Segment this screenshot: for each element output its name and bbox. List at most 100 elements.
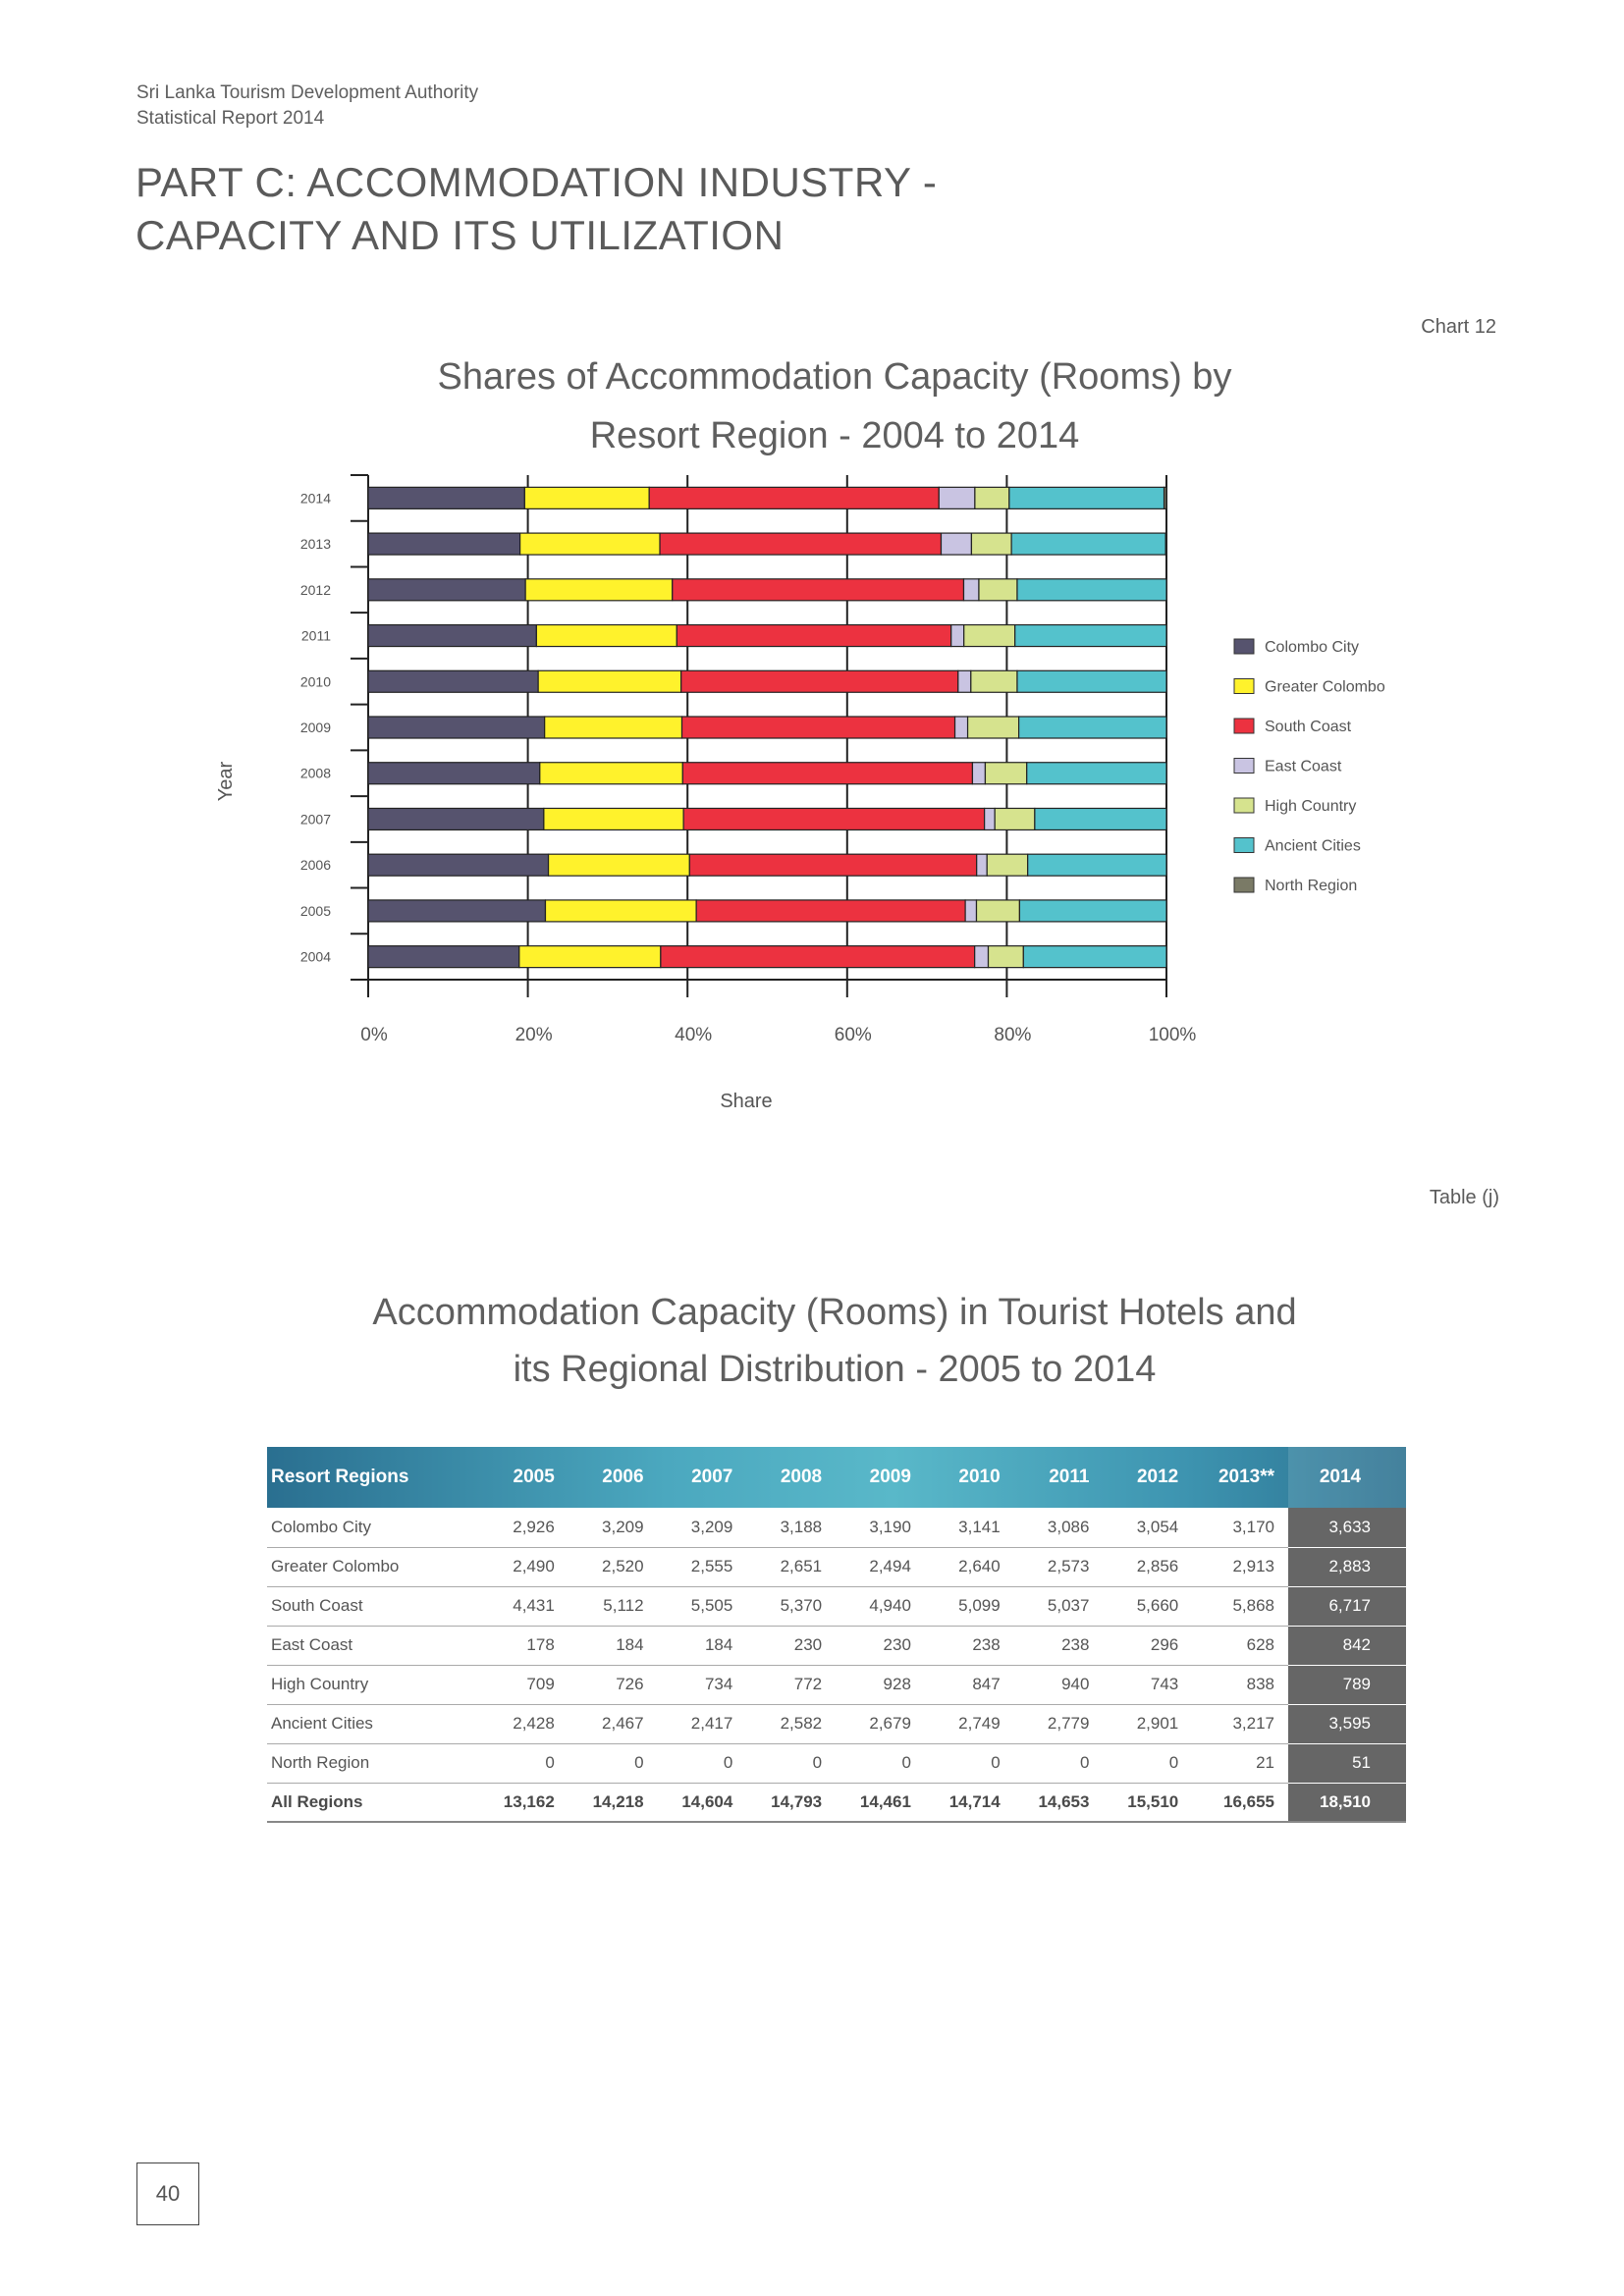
value-cell: 18,510 — [1288, 1783, 1406, 1823]
y-tick-label: 2009 — [300, 720, 331, 735]
value-cell: 296 — [1103, 1626, 1193, 1666]
y-tick-label: 2008 — [300, 766, 331, 781]
row-label-cell: Greater Colombo — [267, 1547, 479, 1587]
y-tick-label: 2007 — [300, 811, 331, 827]
bar-east-coast — [938, 486, 976, 509]
legend-swatch — [1233, 758, 1255, 774]
value-cell: 3,141 — [924, 1508, 1014, 1548]
value-cell: 14,793 — [746, 1783, 837, 1823]
bar-high-country — [984, 762, 1028, 785]
bar-east-coast — [974, 945, 990, 969]
header-cell: 2009 — [869, 1467, 911, 1487]
bar-greater-colombo — [537, 669, 682, 693]
bar-colombo-city — [367, 945, 520, 969]
legend-label: Ancient Cities — [1265, 838, 1361, 855]
bar-ancient-cities — [1010, 532, 1166, 556]
value-cell: 2,582 — [746, 1704, 837, 1744]
bar-east-coast — [964, 899, 978, 923]
y-tick-label: 2011 — [301, 628, 331, 644]
value-cell: 2,494 — [836, 1547, 925, 1587]
row-label-cell: East Coast — [267, 1626, 479, 1666]
value-cell: 0 — [1103, 1743, 1193, 1784]
x-tick-label: 60% — [835, 1025, 872, 1045]
y-tick-label: 2004 — [300, 949, 331, 965]
header-cell: 2005 — [513, 1467, 555, 1487]
value-cell: 2,679 — [836, 1704, 925, 1744]
table-row: High Country 709 726 734 772 928 847 940 743 838 7… — [267, 1665, 1406, 1705]
bar-east-coast — [953, 716, 969, 739]
bar-colombo-city — [367, 762, 541, 785]
value-cell: 5,370 — [746, 1586, 837, 1627]
bar-south-coast — [660, 945, 976, 969]
value-cell: 3,209 — [568, 1508, 658, 1548]
bar-high-country — [986, 853, 1029, 877]
bar-colombo-city — [367, 578, 526, 602]
chart-number-label: Chart 12 — [1421, 316, 1496, 338]
value-cell: 238 — [924, 1626, 1014, 1666]
value-cell: 2,856 — [1103, 1547, 1193, 1587]
part-title-line-2: CAPACITY AND ITS UTILIZATION — [135, 212, 785, 258]
bar-colombo-city — [367, 807, 545, 831]
value-cell: 2,417 — [657, 1704, 747, 1744]
x-tick-label: 40% — [675, 1025, 712, 1045]
value-cell: 4,431 — [479, 1586, 568, 1627]
bar-high-country — [994, 807, 1036, 831]
table-row: East Coast 178 184 184 230 230 238 238 296 628 842 — [267, 1626, 1406, 1666]
bar-high-country — [963, 623, 1016, 648]
value-cell: 3,595 — [1288, 1704, 1406, 1744]
legend-label: East Coast — [1265, 759, 1342, 775]
legend-label: South Coast — [1265, 719, 1352, 735]
table-row: Colombo City 2,926 3,209 3,209 3,188 3,190 3,1… — [267, 1508, 1406, 1548]
report-org-header: Sri Lanka Tourism Development Authority — [136, 82, 479, 103]
header-cell: Resort Regions — [271, 1467, 409, 1487]
value-cell: 2,926 — [479, 1508, 568, 1548]
y-tick-label: 2010 — [300, 673, 331, 689]
value-cell: 5,099 — [924, 1586, 1014, 1627]
bar-east-coast — [984, 807, 996, 831]
value-cell: 0 — [657, 1743, 747, 1784]
bar-colombo-city — [367, 669, 539, 693]
legend-label: High Country — [1265, 798, 1356, 815]
bar-east-coast — [957, 669, 972, 693]
table-title-line-2: its Regional Distribution - 2005 to 2014 — [513, 1349, 1157, 1390]
bar-south-coast — [681, 762, 974, 785]
value-cell: 2,555 — [657, 1547, 747, 1587]
bar-south-coast — [672, 578, 965, 602]
bar-south-coast — [676, 623, 952, 648]
value-cell: 789 — [1288, 1665, 1406, 1705]
bar-ancient-cities — [1022, 945, 1167, 969]
legend-swatch — [1233, 718, 1255, 734]
bar-high-country — [970, 669, 1018, 693]
value-cell: 709 — [479, 1665, 568, 1705]
value-cell: 847 — [924, 1665, 1014, 1705]
bar-east-coast — [976, 853, 988, 877]
bar-ancient-cities — [1014, 623, 1167, 648]
bar-ancient-cities — [1018, 899, 1167, 923]
row-label-cell: South Coast — [267, 1586, 479, 1627]
row-label-cell: Colombo City — [267, 1508, 479, 1548]
bar-colombo-city — [367, 623, 537, 648]
table-number-label: Table (j) — [1429, 1187, 1499, 1208]
x-tick-label: 0% — [360, 1025, 388, 1045]
legend-swatch — [1233, 638, 1255, 655]
value-cell: 14,714 — [924, 1783, 1014, 1823]
legend-swatch — [1233, 678, 1255, 694]
bar-greater-colombo — [547, 853, 690, 877]
bar-colombo-city — [367, 486, 525, 509]
y-tick-label: 2012 — [300, 582, 331, 598]
value-cell: 4,940 — [836, 1586, 925, 1627]
table-header-row: Resort Regions 2005 2006 2007 2008 2009 … — [267, 1447, 1406, 1508]
bar-high-country — [966, 716, 1020, 739]
bar-south-coast — [682, 807, 986, 831]
value-cell: 838 — [1192, 1665, 1288, 1705]
bar-greater-colombo — [543, 807, 684, 831]
bar-colombo-city — [367, 716, 546, 739]
bar-high-country — [970, 532, 1012, 556]
value-cell: 184 — [657, 1626, 747, 1666]
value-cell: 2,749 — [924, 1704, 1014, 1744]
value-cell: 6,717 — [1288, 1586, 1406, 1627]
table-row: Ancient Cities 2,428 2,467 2,417 2,582 2,679 2… — [267, 1704, 1406, 1744]
value-cell: 743 — [1103, 1665, 1193, 1705]
value-cell: 0 — [1013, 1743, 1104, 1784]
value-cell: 842 — [1288, 1626, 1406, 1666]
